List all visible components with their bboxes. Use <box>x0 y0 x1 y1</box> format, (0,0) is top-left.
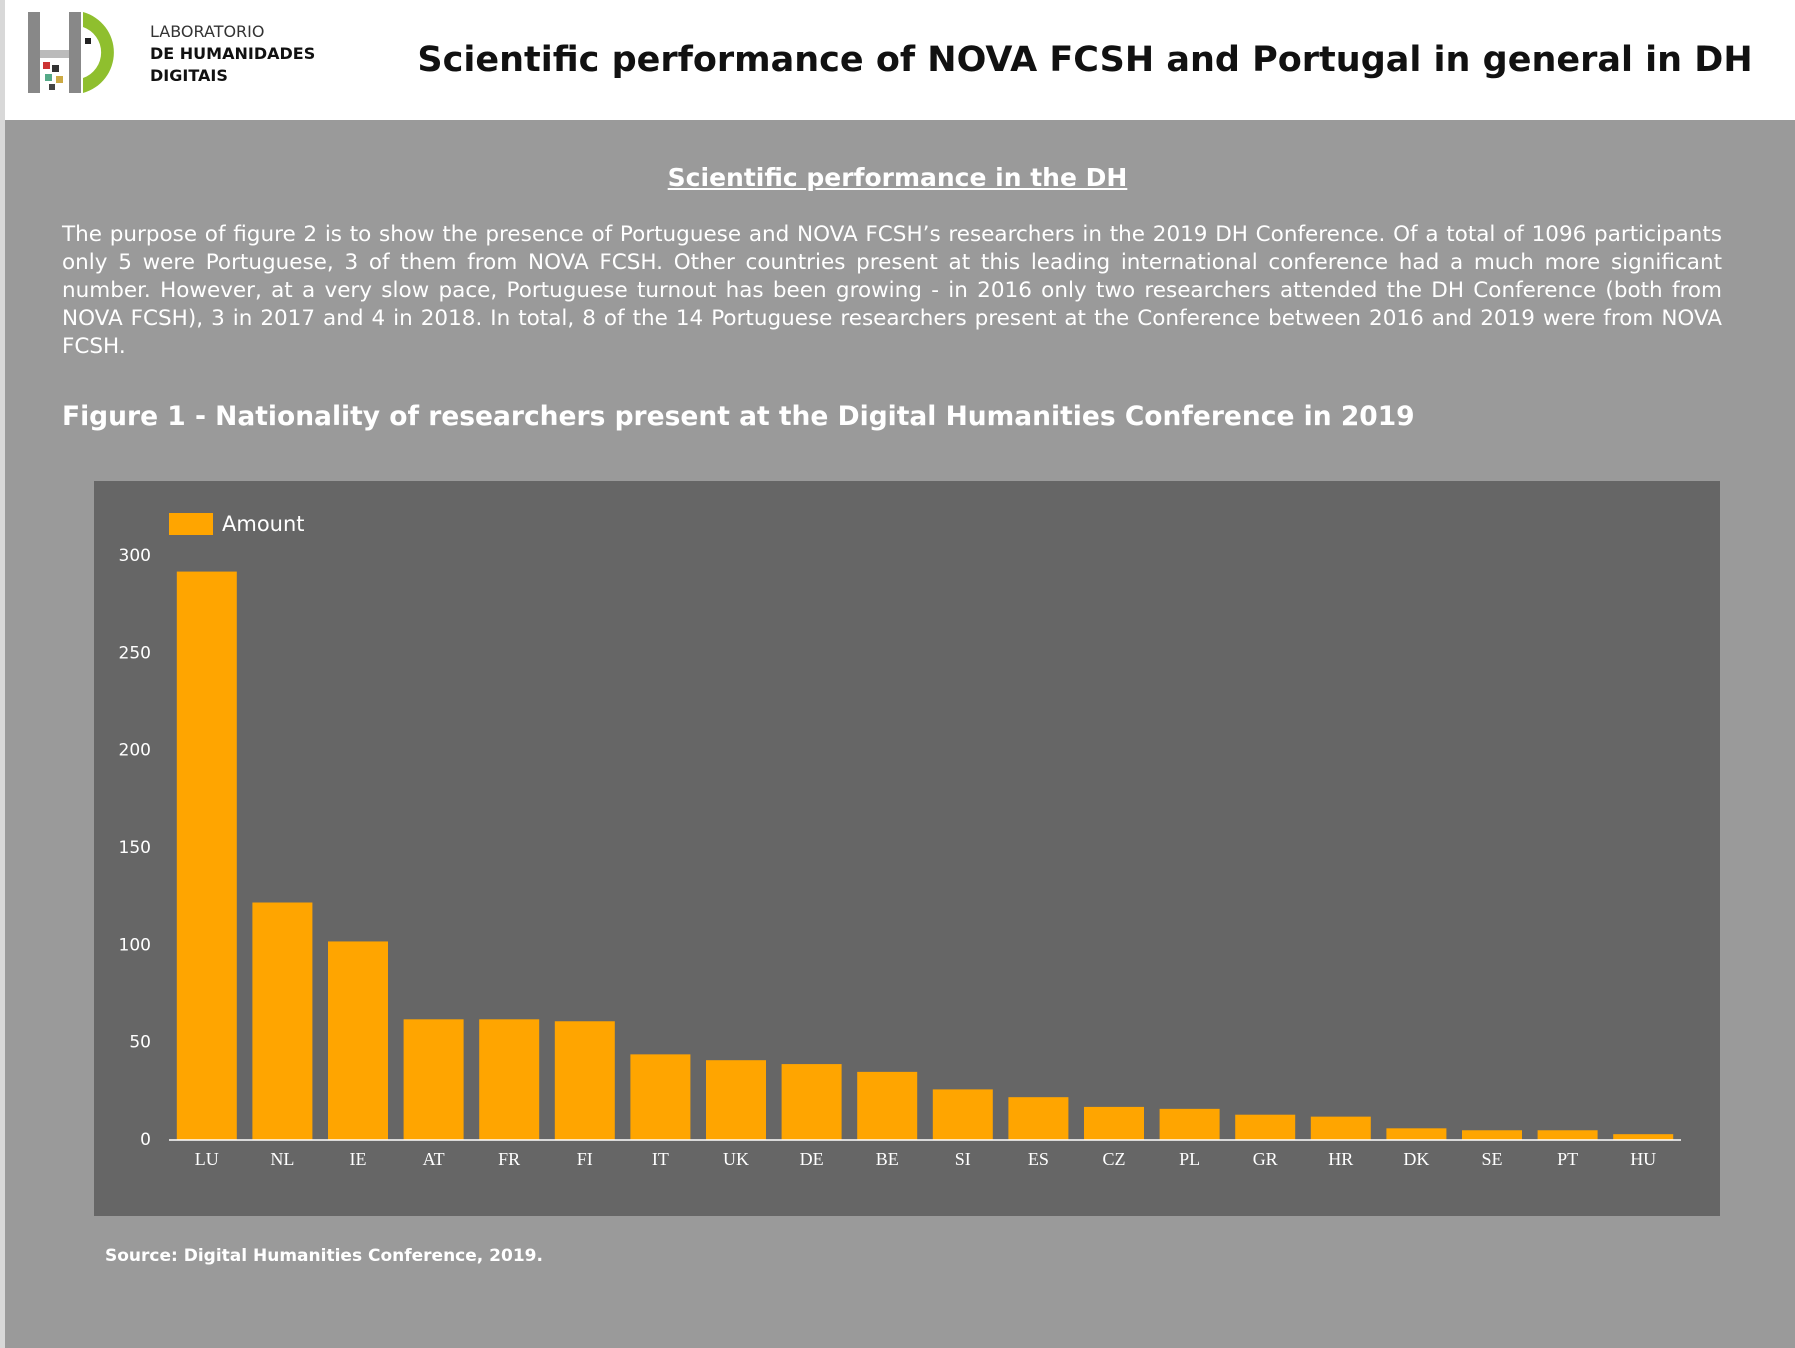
bar <box>706 1060 766 1140</box>
y-tick-label: 150 <box>119 838 151 858</box>
logo-text: LABORATORIO <box>150 22 265 41</box>
x-tick-label: SE <box>1481 1149 1502 1169</box>
x-tick-label: CZ <box>1102 1149 1125 1169</box>
x-tick-label: DE <box>800 1149 824 1169</box>
legend-label: Amount <box>222 512 305 536</box>
x-tick-label: UK <box>723 1149 749 1169</box>
source-note: Source: Digital Humanities Conference, 2… <box>105 1246 543 1266</box>
bar <box>1386 1128 1447 1140</box>
bar <box>1159 1108 1220 1140</box>
y-tick-label: 200 <box>119 741 151 761</box>
bar <box>1537 1130 1598 1140</box>
y-tick-label: 300 <box>119 546 151 566</box>
y-tick-label: 50 <box>129 1033 151 1053</box>
bar <box>1235 1114 1296 1140</box>
bar <box>328 941 388 1140</box>
bar <box>781 1064 842 1140</box>
x-tick-label: DK <box>1403 1149 1429 1169</box>
bar <box>176 571 237 1140</box>
bar <box>630 1054 691 1140</box>
x-tick-label: FI <box>577 1149 593 1169</box>
bar <box>1462 1130 1522 1140</box>
x-tick-label: ES <box>1028 1149 1049 1169</box>
x-tick-label: GR <box>1253 1149 1278 1169</box>
x-tick-label: NL <box>270 1149 294 1169</box>
x-tick-label: SI <box>955 1149 971 1169</box>
bar <box>1310 1116 1371 1140</box>
x-tick-label: IE <box>350 1149 367 1169</box>
bar <box>252 902 313 1140</box>
logo-text: DE HUMANIDADES <box>150 44 316 63</box>
bar <box>554 1021 615 1140</box>
y-tick-label: 0 <box>140 1130 151 1150</box>
bar <box>1084 1106 1144 1140</box>
header: LABORATORIO DE HUMANIDADES DIGITAIS Scie… <box>5 0 1795 120</box>
bar <box>1613 1134 1674 1140</box>
x-tick-label: PL <box>1179 1149 1200 1169</box>
x-tick-label: PT <box>1557 1149 1578 1169</box>
x-tick-label: HU <box>1630 1149 1656 1169</box>
logo-text: DIGITAIS <box>150 66 228 85</box>
y-tick-label: 250 <box>119 643 151 663</box>
page-title: Scientific performance of NOVA FCSH and … <box>417 40 1753 80</box>
x-tick-label: BE <box>876 1149 899 1169</box>
figure-title: Figure 1 - Nationality of researchers pr… <box>62 401 1415 432</box>
bar <box>479 1019 540 1140</box>
x-tick-label: HR <box>1328 1149 1353 1169</box>
paragraph: The purpose of figure 2 is to show the p… <box>62 222 1722 359</box>
logo <box>28 12 114 93</box>
section-heading: Scientific performance in the DH <box>667 163 1128 192</box>
x-tick-label: LU <box>195 1149 219 1169</box>
bar <box>403 1019 464 1140</box>
y-tick-label: 100 <box>119 935 151 955</box>
bar <box>857 1071 918 1140</box>
chart: 0 50 100 150 200 250 300 Amount LU NL IE AT FR FI IT UK… <box>94 481 1720 1216</box>
bar <box>932 1089 993 1140</box>
x-tick-label: FR <box>498 1149 520 1169</box>
legend-swatch <box>169 513 213 535</box>
x-tick-label: AT <box>423 1149 445 1169</box>
edge <box>0 0 5 1348</box>
bar <box>1008 1097 1069 1140</box>
x-tick-label: IT <box>652 1149 669 1169</box>
